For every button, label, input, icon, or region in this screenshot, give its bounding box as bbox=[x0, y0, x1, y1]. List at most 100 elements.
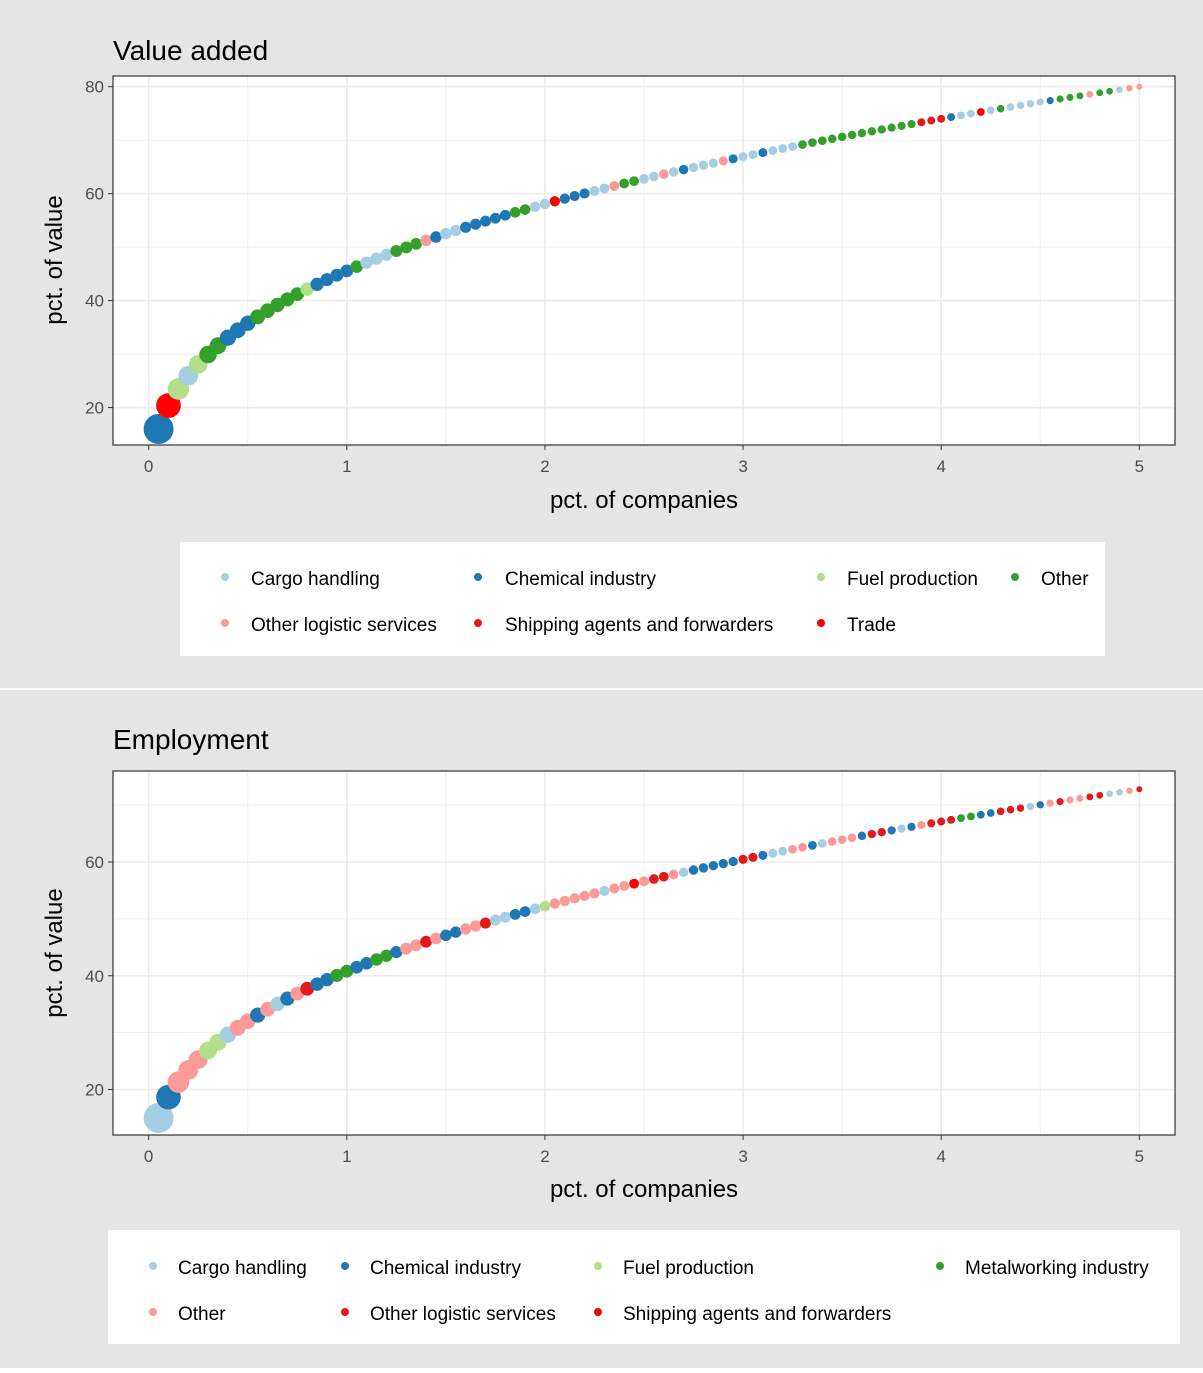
data-point bbox=[519, 204, 531, 215]
data-point bbox=[539, 900, 551, 912]
gridlines bbox=[113, 771, 1175, 1135]
legend-box bbox=[108, 1230, 1180, 1344]
data-point bbox=[937, 817, 946, 826]
legend-swatch bbox=[341, 1308, 349, 1316]
data-point bbox=[649, 874, 659, 884]
data-point bbox=[330, 268, 344, 282]
data-point bbox=[569, 893, 580, 904]
data-point bbox=[857, 128, 867, 138]
data-point bbox=[748, 852, 758, 862]
data-point bbox=[1086, 90, 1094, 98]
data-point bbox=[489, 914, 501, 926]
legend-label: Other bbox=[1041, 569, 1089, 590]
legend-label: Chemical industry bbox=[505, 569, 656, 590]
data-point bbox=[1136, 83, 1143, 90]
legend-label: Shipping agents and forwarders bbox=[623, 1304, 891, 1325]
data-point bbox=[639, 876, 649, 887]
data-point bbox=[1036, 801, 1044, 809]
legend-swatch bbox=[474, 573, 482, 581]
data-point bbox=[469, 920, 482, 932]
data-point bbox=[678, 867, 689, 878]
data-point bbox=[589, 185, 600, 196]
data-point bbox=[320, 973, 334, 987]
data-point bbox=[867, 127, 877, 136]
data-point bbox=[509, 908, 521, 920]
data-point bbox=[1126, 787, 1133, 794]
data-point bbox=[718, 858, 728, 869]
data-point bbox=[827, 837, 837, 846]
y-tick-label: 40 bbox=[85, 967, 104, 986]
data-point bbox=[569, 190, 580, 202]
data-point bbox=[967, 109, 975, 118]
data-point bbox=[847, 833, 857, 843]
x-tick-label: 1 bbox=[342, 457, 351, 476]
data-point bbox=[659, 169, 669, 179]
data-point bbox=[340, 964, 354, 978]
data-point bbox=[529, 201, 541, 213]
legend-swatch bbox=[817, 573, 825, 581]
data-point bbox=[1116, 788, 1123, 796]
data-point bbox=[639, 173, 649, 184]
data-point bbox=[917, 820, 926, 830]
data-point bbox=[728, 154, 738, 164]
x-tick-label: 5 bbox=[1135, 1147, 1144, 1166]
data-point bbox=[996, 807, 1005, 816]
data-point bbox=[758, 850, 768, 860]
data-point bbox=[143, 1102, 174, 1133]
data-point bbox=[599, 885, 610, 896]
data-point bbox=[430, 932, 442, 945]
data-point bbox=[1026, 100, 1035, 108]
data-point bbox=[996, 104, 1005, 113]
legend-box bbox=[180, 542, 1105, 656]
data-point bbox=[450, 926, 462, 938]
data-point bbox=[499, 209, 511, 221]
data-point bbox=[1056, 797, 1064, 806]
x-tick-label: 0 bbox=[144, 457, 153, 476]
y-axis-ticks: 20 40 60 80 bbox=[85, 78, 113, 418]
legend-label: Other logistic services bbox=[370, 1304, 556, 1325]
y-tick-label: 60 bbox=[85, 853, 104, 872]
data-point bbox=[649, 171, 659, 182]
data-point bbox=[817, 839, 827, 848]
data-point bbox=[887, 123, 896, 132]
data-point bbox=[668, 869, 679, 880]
legend-label: Cargo handling bbox=[178, 1258, 307, 1279]
data-point bbox=[609, 181, 620, 191]
legend-label: Chemical industry bbox=[370, 1258, 521, 1279]
data-point bbox=[947, 815, 956, 824]
gridlines bbox=[113, 76, 1175, 445]
data-point bbox=[1076, 794, 1084, 802]
data-point bbox=[688, 865, 699, 875]
x-tick-label: 3 bbox=[738, 457, 747, 476]
data-point bbox=[798, 842, 807, 852]
data-point bbox=[658, 871, 669, 882]
data-point bbox=[320, 273, 334, 287]
data-point bbox=[1066, 93, 1074, 101]
data-point bbox=[549, 898, 561, 909]
data-point bbox=[1086, 793, 1094, 801]
x-tick-label: 1 bbox=[342, 1147, 351, 1166]
data-point bbox=[698, 160, 709, 170]
legend-swatch bbox=[149, 1262, 157, 1270]
legend-label: Fuel production bbox=[847, 569, 978, 590]
legend-label: Fuel production bbox=[623, 1258, 754, 1279]
legend: Cargo handling Chemical industry Fuel pr… bbox=[149, 1258, 1149, 1325]
data-point bbox=[976, 810, 985, 819]
data-point bbox=[400, 241, 413, 254]
data-point bbox=[549, 196, 561, 207]
data-points bbox=[143, 83, 1143, 444]
data-point bbox=[867, 829, 877, 839]
data-point bbox=[718, 156, 728, 166]
data-point bbox=[1016, 101, 1025, 110]
legend-label: Shipping agents and forwarders bbox=[505, 615, 773, 636]
data-point bbox=[380, 949, 393, 962]
data-point bbox=[1106, 87, 1113, 95]
legend-swatch bbox=[474, 619, 482, 627]
data-point bbox=[489, 212, 501, 224]
data-point bbox=[738, 854, 748, 865]
data-point bbox=[1046, 799, 1054, 807]
data-point bbox=[509, 207, 521, 218]
value-added-panel: Value added 0 1 2 3 4 5 20 40 60 80 pct. of comp… bbox=[0, 0, 1203, 688]
data-point bbox=[450, 224, 462, 237]
data-point bbox=[1096, 89, 1104, 97]
